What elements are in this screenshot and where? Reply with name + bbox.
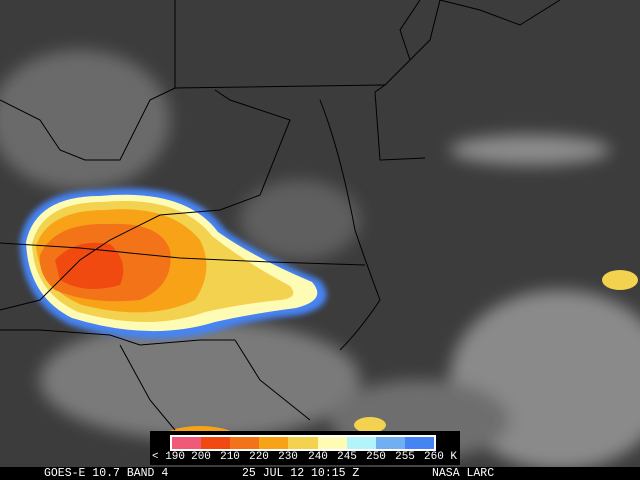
state-borders xyxy=(0,0,561,431)
legend-label: 240 xyxy=(308,451,328,463)
legend-label: 255 xyxy=(395,451,415,463)
legend-swatch xyxy=(259,437,289,449)
legend-label: 210 xyxy=(220,451,240,463)
image-caption-bar: GOES-E 10.7 BAND 4 25 JUL 12 10:15 Z NAS… xyxy=(0,467,640,480)
datetime-label: 25 JUL 12 10:15 Z xyxy=(242,467,360,480)
legend-label: 230 xyxy=(278,451,298,463)
legend-label: 260 K xyxy=(424,451,458,463)
legend-swatch xyxy=(201,437,231,449)
legend-swatch xyxy=(317,437,347,449)
legend-swatch xyxy=(288,437,318,449)
legend-label: 220 xyxy=(249,451,269,463)
legend-label: 200 xyxy=(191,451,211,463)
legend-swatch xyxy=(172,437,202,449)
legend-label: < 190 xyxy=(152,451,186,463)
legend-label: 250 xyxy=(366,451,386,463)
satellite-band-label: GOES-E 10.7 BAND 4 xyxy=(44,467,169,480)
legend-swatch xyxy=(404,437,434,449)
legend-swatch xyxy=(346,437,376,449)
source-label: NASA LARC xyxy=(432,467,495,480)
temperature-legend: < 190 200 210 220 230 240 245 250 255 26… xyxy=(150,431,460,465)
legend-label: 245 xyxy=(337,451,357,463)
legend-color-bar xyxy=(170,435,436,451)
legend-swatch xyxy=(230,437,260,449)
legend-swatch xyxy=(375,437,405,449)
